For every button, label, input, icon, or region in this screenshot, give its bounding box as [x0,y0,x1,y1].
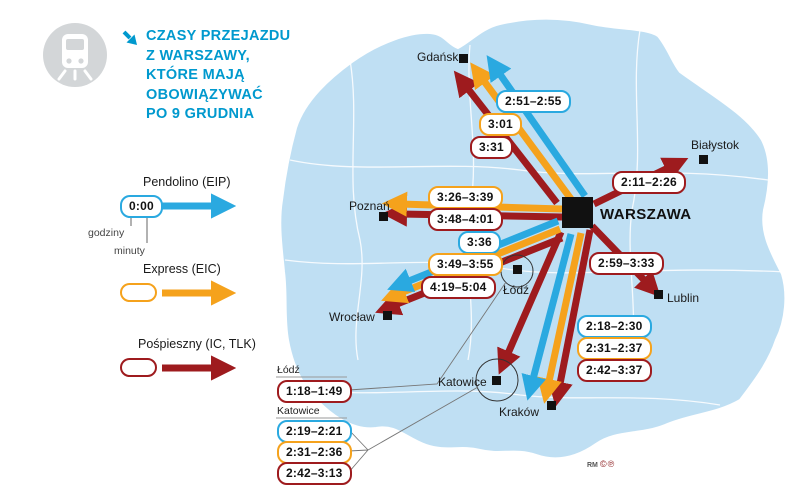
city-label-gdansk: Gdańsk [417,50,459,64]
katowice-callout-title: Katowice [277,405,320,417]
city-label-lublin: Lublin [667,291,700,305]
katowice-callout-time-pospieszny: 2:42–3:13 [277,462,352,485]
title-line: OBOWIĄZYWAĆ [146,86,263,103]
legend-pospieszny-badge [120,358,157,377]
legend-arrows [130,193,237,381]
city-marker-lublin [654,290,663,299]
title-line: KTÓRE MAJĄ [146,67,245,83]
time-badge-krakow-pendolino: 2:18–2:30 [577,315,652,338]
lodz-callout-title: Łódź [277,364,300,376]
legend-express-label: Express (EIC) [143,262,221,276]
title-line: Z WARSZAWY, [146,47,250,64]
title-line: CZASY PRZEJAZDU [146,28,291,44]
time-badge-krakow-pospieszny: 2:42–3:37 [577,359,652,382]
katowice-callout-time-pendolino: 2:19–2:21 [277,420,352,443]
author-credit: RM [587,462,598,469]
phonogram-icon: ℗ [607,459,616,469]
katowice-callout-lines [348,386,479,473]
city-label-poznan: Poznań [349,199,390,213]
lodz-callout-time-pospieszny: 1:18–1:49 [277,380,352,403]
time-badge-krakow-express: 2:31–2:37 [577,337,652,360]
copyright-icon: © [600,459,608,469]
train-icon [43,23,107,87]
city-label-krakow: Kraków [499,405,540,419]
copyright-marks: ©℗ [600,459,615,469]
katowice-highlight-circle [475,358,519,402]
city-marker-katowice [492,376,501,385]
city-marker-lodz [513,265,522,274]
route-krakow-pendolino [521,233,575,401]
hours-label: godziny [88,227,125,239]
katowice-callout-time-express: 2:31–2:36 [277,441,352,464]
city-label-bialystok: Białystok [691,138,740,152]
time-badge-poznan-express: 3:26–3:39 [428,186,503,209]
time-badge-gdansk-pendolino: 2:51–2:55 [496,90,571,113]
page-title: CZASY PRZEJAZDU Z WARSZAWY, KTÓRE MAJĄ O… [146,27,290,125]
time-badge-wroclaw-express: 3:49–3:55 [428,253,503,276]
city-marker-poznan [379,212,388,221]
title-line: PO 9 GRUDNIA [146,106,255,122]
city-markers [379,54,708,410]
time-badge-wroclaw-pospieszny: 4:19–5:04 [421,276,496,299]
city-marker-gdansk [459,54,468,63]
city-marker-wroclaw [383,311,392,320]
time-badge-poznan-pospieszny: 3:48–4:01 [428,208,503,231]
legend-pospieszny-label: Pośpieszny (IC, TLK) [138,337,256,351]
arrow-down-right-icon [121,29,139,47]
legend-express-badge [120,283,157,302]
legend-pendolino-label: Pendolino (EIP) [143,175,231,189]
city-marker-krakow [547,401,556,410]
time-badge-gdansk-express: 3:01 [479,113,522,136]
city-label-lodz: Łódź [503,283,530,297]
route-krakow-express [537,232,585,404]
time-badge-lublin-pospieszny: 2:59–3:33 [589,252,664,275]
legend-pendolino-badge: 0:00 [120,195,163,218]
route-katowice-pospieszny [497,230,565,375]
time-badge-wroclaw-pendolino: 3:36 [458,231,501,254]
time-badge-bialystok-pospieszny: 2:11–2:26 [612,171,686,194]
time-badge-gdansk-pospieszny: 3:31 [470,136,513,159]
city-marker-warszawa [562,197,593,228]
city-marker-bialystok [699,155,708,164]
route-krakow-pospieszny [547,229,594,407]
city-label-katowice: Katowice [438,375,487,389]
city-label-wroclaw: Wrocław [329,310,375,324]
lodz-callout-line [348,281,507,391]
minutes-label: minuty [114,245,145,257]
city-label-warszawa: WARSZAWA [600,206,692,223]
callout-connectors [276,281,507,473]
